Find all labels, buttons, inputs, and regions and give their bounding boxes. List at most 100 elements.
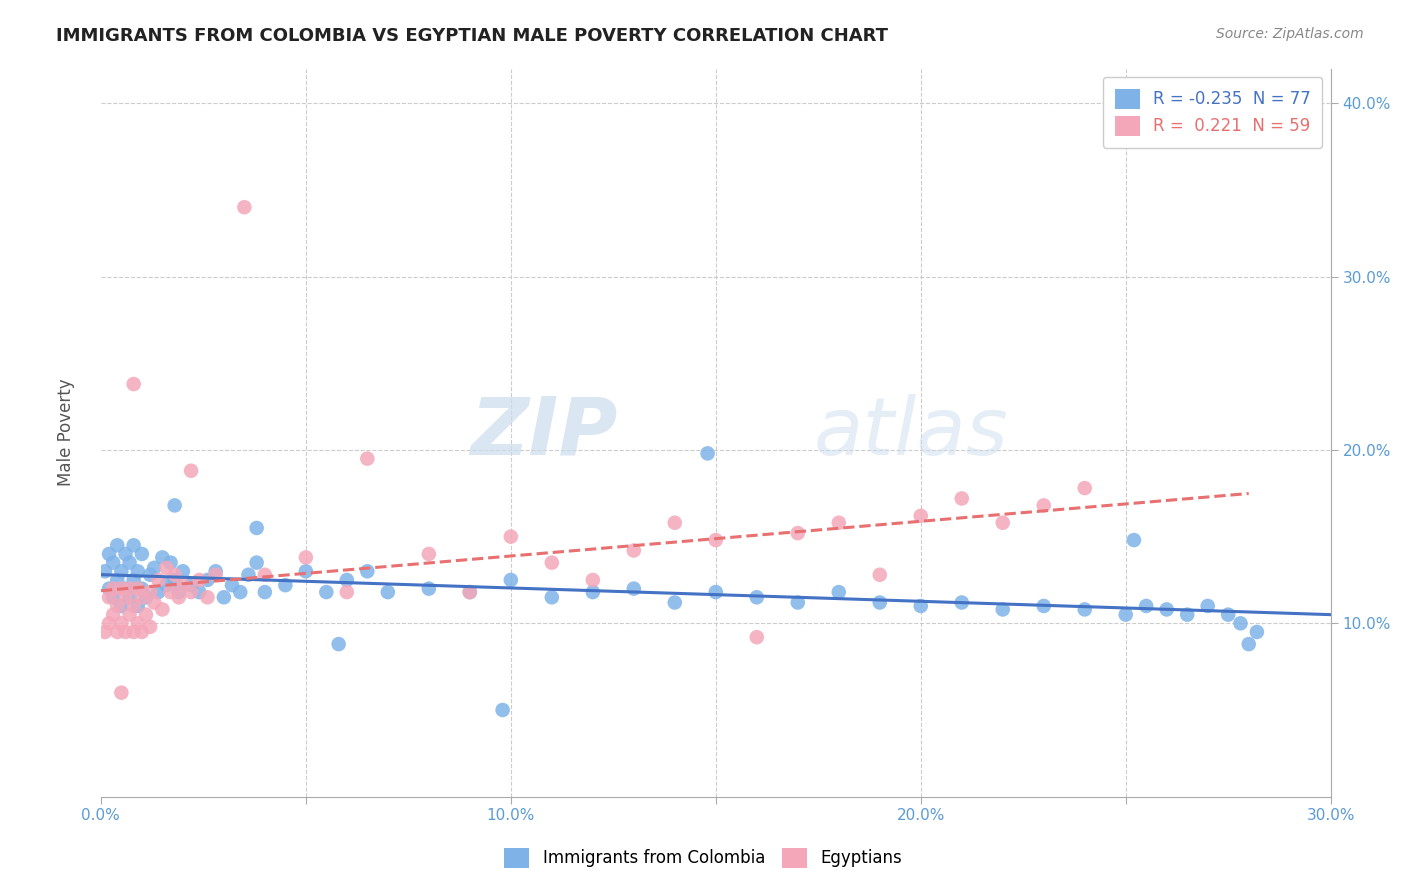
Point [118, 582, 141, 596]
Point [356, 451, 378, 466]
Point [295, 564, 318, 578]
Point [328, 637, 350, 651]
Point [131, 582, 153, 596]
Point [1135, 599, 1157, 613]
Point [540, 556, 562, 570]
Point [582, 573, 605, 587]
Point [1156, 602, 1178, 616]
Point [336, 573, 359, 587]
Point [159, 556, 181, 570]
Point [786, 595, 808, 609]
Point [172, 564, 194, 578]
Point [114, 582, 136, 596]
Point [94, 624, 117, 639]
Point [131, 624, 153, 639]
Point [127, 582, 149, 596]
Point [180, 578, 202, 592]
Point [110, 582, 132, 596]
Point [869, 567, 891, 582]
Point [127, 599, 149, 613]
Point [148, 573, 170, 587]
Point [163, 573, 186, 587]
Point [540, 591, 562, 605]
Point [238, 567, 260, 582]
Point [150, 602, 173, 616]
Point [143, 561, 166, 575]
Point [101, 591, 124, 605]
Point [131, 547, 153, 561]
Point [94, 564, 117, 578]
Point [167, 585, 190, 599]
Point [1074, 481, 1097, 495]
Point [377, 585, 399, 599]
Point [105, 599, 128, 613]
Point [204, 564, 226, 578]
Point [135, 607, 157, 622]
Point [180, 585, 202, 599]
Point [418, 582, 440, 596]
Point [163, 499, 186, 513]
Point [197, 591, 219, 605]
Point [105, 624, 128, 639]
Point [122, 624, 145, 639]
Point [704, 585, 727, 599]
Point [950, 491, 973, 506]
Point [1175, 607, 1198, 622]
Point [458, 585, 481, 599]
Point [828, 585, 851, 599]
Point [1229, 616, 1251, 631]
Point [246, 556, 269, 570]
Point [139, 567, 162, 582]
Point [1197, 599, 1219, 613]
Point [1032, 599, 1054, 613]
Point [499, 573, 522, 587]
Point [148, 585, 170, 599]
Point [131, 591, 153, 605]
Point [155, 561, 177, 575]
Legend: R = -0.235  N = 77, R =  0.221  N = 59: R = -0.235 N = 77, R = 0.221 N = 59 [1102, 77, 1323, 147]
Point [221, 578, 243, 592]
Point [114, 591, 136, 605]
Point [135, 591, 157, 605]
Point [150, 550, 173, 565]
Point [950, 595, 973, 609]
Point [101, 556, 124, 570]
Point [139, 620, 162, 634]
Text: IMMIGRANTS FROM COLOMBIA VS EGYPTIAN MALE POVERTY CORRELATION CHART: IMMIGRANTS FROM COLOMBIA VS EGYPTIAN MAL… [56, 27, 889, 45]
Point [118, 591, 141, 605]
Point [98, 582, 121, 596]
Point [1074, 602, 1097, 616]
Point [1237, 637, 1260, 651]
Point [110, 686, 132, 700]
Point [233, 200, 256, 214]
Point [499, 530, 522, 544]
Point [105, 538, 128, 552]
Text: atlas: atlas [814, 393, 1010, 472]
Point [274, 578, 297, 592]
Point [167, 591, 190, 605]
Point [139, 585, 162, 599]
Point [910, 599, 932, 613]
Point [1032, 499, 1054, 513]
Point [991, 516, 1014, 530]
Point [110, 564, 132, 578]
Point [664, 516, 686, 530]
Point [910, 508, 932, 523]
Point [118, 556, 141, 570]
Point [336, 585, 359, 599]
Text: Source: ZipAtlas.com: Source: ZipAtlas.com [1216, 27, 1364, 41]
Text: ZIP: ZIP [470, 393, 617, 472]
Point [664, 595, 686, 609]
Point [1218, 607, 1240, 622]
Point [98, 616, 121, 631]
Point [623, 582, 645, 596]
Point [122, 573, 145, 587]
Point [127, 564, 149, 578]
Point [828, 516, 851, 530]
Point [869, 595, 891, 609]
Point [204, 567, 226, 582]
Point [127, 616, 149, 631]
Legend: Immigrants from Colombia, Egyptians: Immigrants from Colombia, Egyptians [498, 841, 908, 875]
Point [122, 377, 145, 392]
Point [1115, 607, 1137, 622]
